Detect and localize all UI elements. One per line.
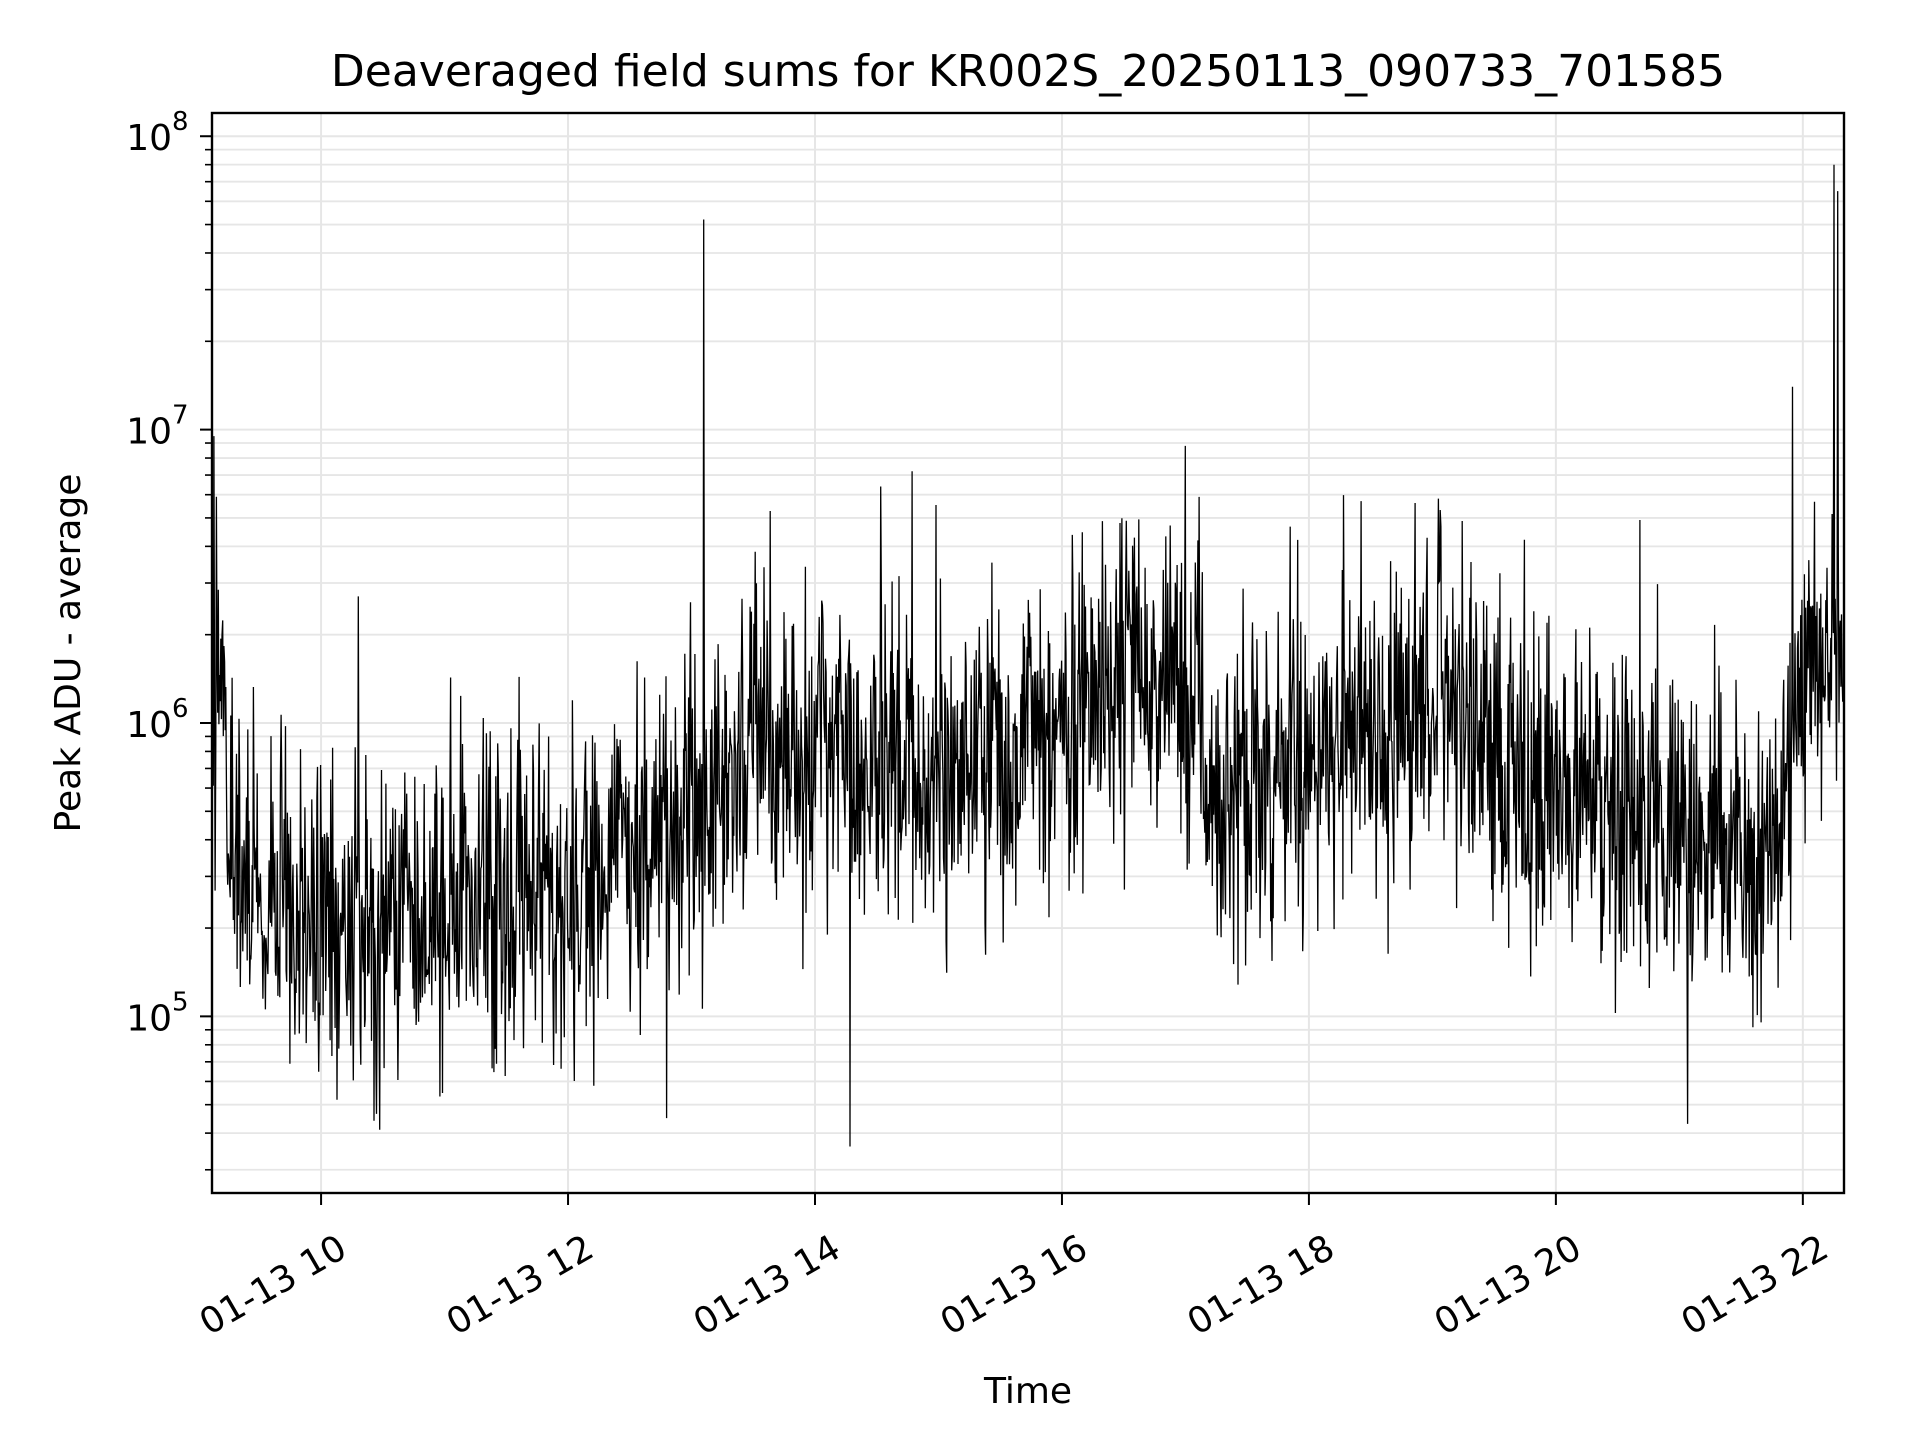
y-tick-label: 10	[126, 998, 172, 1039]
chart-title: Deaveraged field sums for KR002S_2025011…	[331, 46, 1725, 97]
y-tick-exponent: 7	[172, 401, 189, 431]
x-tick-label: 01-13 12	[440, 1227, 601, 1343]
x-tick-label: 01-13 14	[687, 1227, 848, 1343]
y-tick-exponent: 5	[172, 987, 189, 1017]
x-axis-label: Time	[983, 1371, 1072, 1412]
y-tick-exponent: 8	[172, 107, 189, 137]
y-tick-exponent: 6	[172, 694, 189, 724]
x-tick-label: 01-13 20	[1428, 1227, 1589, 1343]
series-line	[211, 164, 1845, 1147]
x-tick-label: 01-13 18	[1181, 1227, 1342, 1343]
y-tick-label: 10	[126, 705, 172, 746]
x-tick-label: 01-13 22	[1675, 1227, 1836, 1343]
y-tick-label: 10	[126, 412, 172, 453]
x-axis-ticks: 01-13 10 01-13 12 01-13 14 01-13 16 01-13 18…	[193, 1193, 1835, 1344]
plot-frame	[210, 111, 1846, 1195]
x-tick-label: 01-13 16	[934, 1227, 1095, 1343]
y-tick-label: 10	[126, 118, 172, 159]
series-path	[211, 164, 1845, 1147]
y-axis-label: Peak ADU - average	[48, 474, 89, 833]
x-tick-label: 01-13 10	[193, 1227, 354, 1343]
